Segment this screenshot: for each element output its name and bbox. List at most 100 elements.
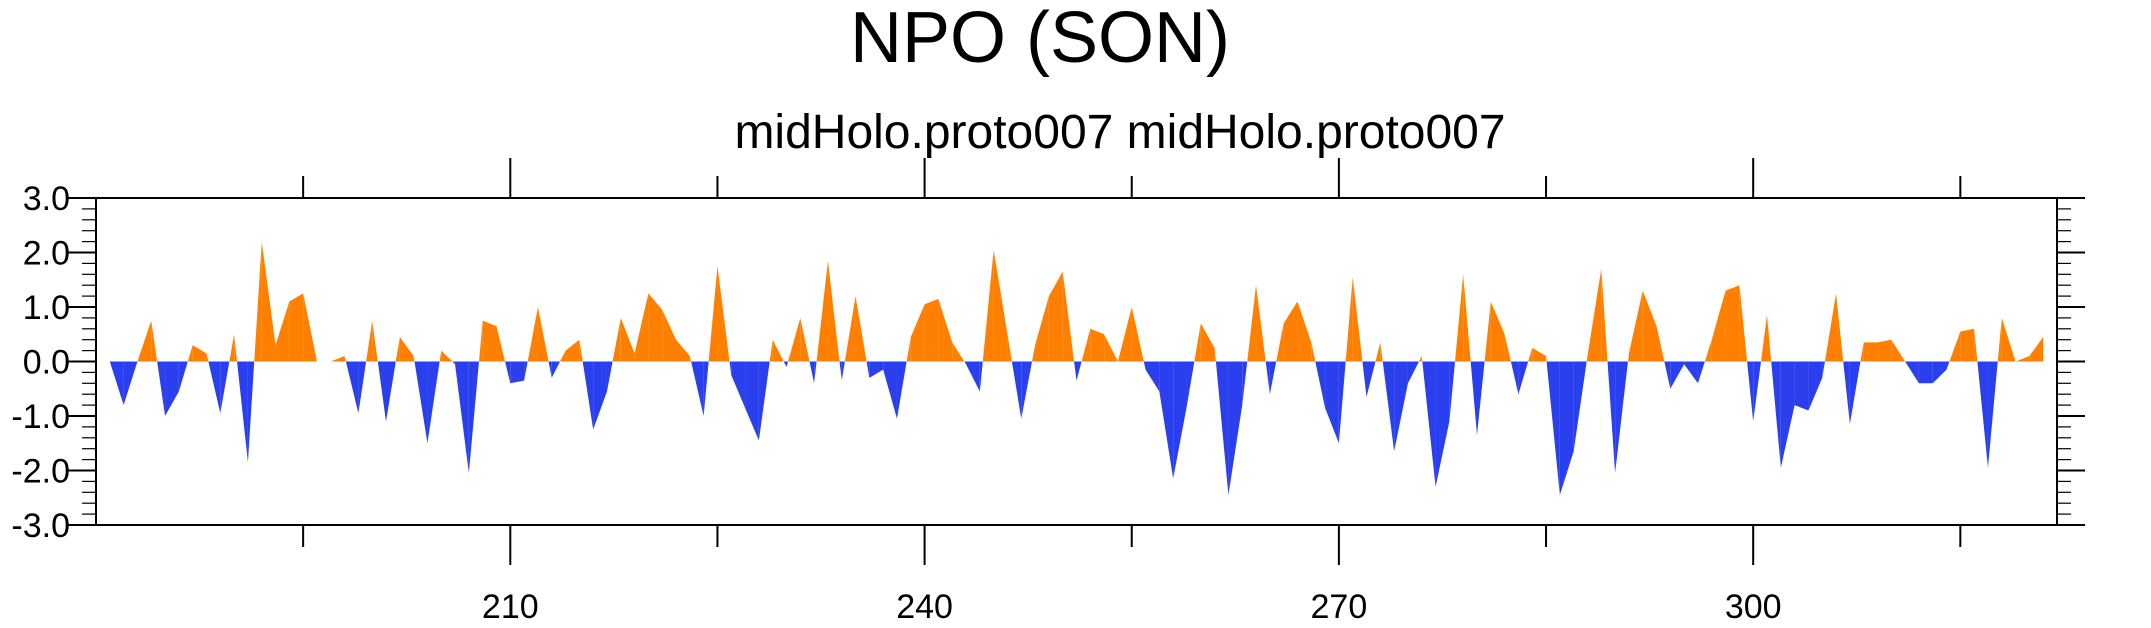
negative-area-segment [783, 361, 787, 367]
negative-area-segment [208, 361, 221, 414]
positive-area-segment [1081, 328, 1091, 362]
positive-area-segment [1194, 323, 1201, 362]
positive-area-segment [689, 356, 692, 362]
negative-area-segment [1159, 361, 1174, 479]
x-tick-labels: 210 240 270 300 [482, 588, 1782, 626]
negative-area-segment [1843, 361, 1850, 425]
x-tick-label: 210 [482, 588, 539, 626]
negative-area-segment [1143, 361, 1146, 370]
positive-area-segment [800, 317, 810, 362]
positive-area-segment [952, 342, 965, 362]
positive-area-segment [560, 350, 566, 362]
negative-area-segment [582, 361, 594, 430]
positive-area-segment [1247, 285, 1257, 362]
x-tick-label: 240 [896, 588, 953, 626]
positive-area-segment [1352, 277, 1363, 362]
negative-area-segment [979, 361, 983, 392]
negative-area-segment [468, 361, 479, 474]
positive-area-segment [1276, 323, 1284, 362]
negative-area-segment [606, 361, 613, 392]
negative-area-segment [1573, 361, 1587, 452]
positive-area-segment [844, 296, 856, 362]
positive-area-segment [441, 350, 453, 362]
negative-area-segment [1987, 361, 1998, 468]
negative-area-segment [1269, 361, 1277, 395]
negative-area-segment [896, 361, 907, 419]
negative-area-segment [358, 361, 367, 414]
positive-area-segment [137, 320, 152, 362]
chart-title: NPO (SON) [850, 0, 1230, 78]
negative-area-segment [814, 361, 817, 384]
negative-area-segment [1228, 361, 1243, 496]
positive-area-segment [676, 339, 690, 362]
negative-area-segment [593, 361, 607, 430]
positive-area-segment [982, 249, 994, 362]
negative-area-segment [1747, 361, 1754, 422]
negative-area-segment [1394, 361, 1408, 452]
y-tick-label: 2.0 [23, 235, 70, 273]
negative-area-segment [1771, 361, 1781, 468]
axis-ticks [68, 158, 2085, 565]
positive-area-segment [366, 320, 373, 362]
y-tick-labels: 3.0 2.0 1.0 0.0 -1.0 -2.0 -3.0 [11, 180, 70, 545]
positive-area-segment [1974, 328, 1978, 362]
negative-area-segment [786, 361, 789, 367]
negative-area-segment [1325, 361, 1339, 444]
positive-area-segment [993, 249, 1008, 362]
positive-area-segment [439, 350, 442, 362]
positive-area-segment [816, 260, 828, 362]
negative-area-segment [1422, 361, 1436, 487]
positive-area-segment [708, 266, 718, 362]
negative-area-segment [1822, 361, 1825, 378]
positive-area-segment [1131, 307, 1144, 362]
positive-area-segment [330, 356, 345, 362]
negative-area-segment [452, 361, 456, 365]
positive-area-segment [1463, 274, 1471, 362]
positive-area-segment [662, 309, 677, 362]
negative-area-segment [1315, 361, 1326, 408]
positive-area-segment [1454, 274, 1464, 362]
positive-area-segment [206, 353, 209, 362]
positive-area-segment [1760, 315, 1767, 362]
positive-area-segment [1824, 293, 1837, 362]
negative-area-segment [1382, 361, 1395, 452]
series-fills [109, 241, 2044, 496]
positive-area-segment [2029, 336, 2044, 362]
negative-area-segment [1173, 361, 1187, 479]
negative-area-segment [178, 361, 188, 392]
negative-area-segment [345, 361, 359, 414]
negative-area-segment [1607, 361, 1616, 474]
positive-area-segment [1891, 339, 1906, 362]
negative-area-segment [510, 361, 525, 384]
positive-area-segment [413, 356, 415, 362]
positive-area-segment [906, 336, 911, 362]
negative-area-segment [745, 361, 759, 441]
negative-area-segment [1670, 361, 1685, 389]
positive-area-segment [1704, 339, 1712, 362]
y-tick-label: 0.0 [23, 344, 70, 382]
positive-area-segment [648, 293, 663, 362]
positive-area-segment [1642, 290, 1657, 362]
positive-area-segment [1256, 285, 1266, 362]
negative-area-segment [1362, 361, 1367, 397]
negative-area-segment [109, 361, 124, 406]
positive-area-segment [910, 304, 925, 362]
positive-area-segment [612, 317, 621, 362]
positive-area-segment [1860, 342, 1864, 362]
positive-area-segment [1627, 353, 1629, 362]
positive-area-segment [234, 334, 238, 362]
negative-area-segment [866, 361, 870, 378]
positive-area-segment [620, 317, 635, 362]
negative-area-segment [1449, 361, 1455, 422]
negative-area-segment [1684, 361, 1698, 384]
negative-area-segment [691, 361, 704, 416]
positive-area-segment [1117, 307, 1132, 362]
positive-area-segment [938, 298, 953, 362]
positive-area-segment [634, 293, 649, 362]
positive-area-segment [772, 339, 784, 362]
negative-area-segment [1518, 361, 1529, 395]
negative-area-segment [758, 361, 770, 441]
positive-area-segment [527, 307, 538, 362]
negative-area-segment [841, 361, 845, 381]
